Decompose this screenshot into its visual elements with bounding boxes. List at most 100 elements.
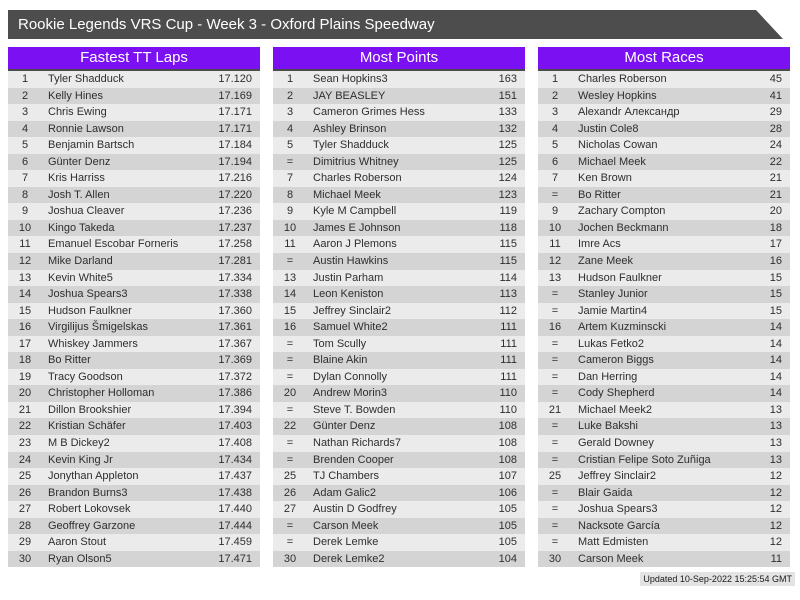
name-cell: Adam Galic2	[313, 486, 376, 499]
table-row: 23 M B Dickey2 17.408	[8, 435, 260, 452]
rank-cell: 8	[21, 188, 29, 201]
board-rows: 1 Tyler Shadduck 17.120 2 Kelly Hines 17.169 3…	[8, 71, 260, 568]
rank-cell: 26	[283, 486, 297, 499]
rank-cell: 13	[18, 271, 32, 284]
value-cell: 17.171	[218, 122, 252, 135]
table-row: 7 Ken Brown 21	[538, 170, 790, 187]
value-cell: 111	[500, 354, 517, 367]
value-cell: 124	[498, 172, 517, 185]
name-cell: Brenden Cooper	[313, 453, 394, 466]
rank-cell: 1	[21, 73, 29, 85]
name-cell: Jochen Beckmann	[578, 221, 669, 234]
table-row: = Blair Gaida 12	[538, 484, 790, 502]
name-cell: Stanley Junior	[578, 288, 648, 301]
value-cell: 163	[498, 73, 517, 85]
name-cell: Justin Parham	[313, 271, 384, 284]
rank-cell: =	[286, 255, 294, 268]
table-row: 26 Brandon Burns3 17.438	[8, 484, 260, 502]
name-cell: Ashley Brinson	[313, 122, 387, 135]
name-cell: Joshua Cleaver	[48, 205, 125, 218]
rank-cell: 5	[551, 139, 559, 152]
name-cell: Whiskey Jammers	[48, 337, 138, 350]
name-cell: Dylan Connolly	[313, 370, 387, 383]
rank-cell: 16	[283, 321, 297, 334]
table-row: 7 Kris Harriss 17.216	[8, 170, 260, 187]
rank-cell: 4	[551, 122, 559, 135]
table-row: 7 Charles Roberson 124	[273, 170, 525, 187]
rank-cell: 27	[18, 503, 32, 516]
name-cell: Derek Lemke2	[313, 552, 385, 565]
value-cell: 45	[769, 73, 782, 85]
rank-cell: 24	[18, 453, 32, 466]
table-row: = Joshua Spears3 12	[538, 501, 790, 518]
rank-cell: =	[551, 437, 559, 450]
value-cell: 13	[769, 420, 782, 433]
table-row: 4 Justin Cole8 28	[538, 120, 790, 138]
value-cell: 12	[769, 486, 782, 499]
table-row: 27 Austin D Godfrey 105	[273, 501, 525, 518]
table-row: 20 Andrew Morin3 110	[273, 385, 525, 402]
table-row: 18 Bo Ritter 17.369	[8, 352, 260, 369]
rank-cell: 26	[18, 486, 32, 499]
table-row: 5 Nicholas Cowan 24	[538, 137, 790, 154]
value-cell: 24	[769, 139, 782, 152]
rank-cell: 22	[18, 420, 32, 433]
table-row: 25 Jeffrey Sinclair2 12	[538, 468, 790, 485]
rank-cell: 18	[18, 354, 32, 367]
rank-cell: 3	[551, 106, 559, 119]
rank-cell: 25	[18, 470, 32, 483]
rank-cell: =	[551, 370, 559, 383]
name-cell: Andrew Morin3	[313, 387, 387, 400]
value-cell: 125	[498, 139, 517, 152]
leaderboards-container: Fastest TT Laps 1 Tyler Shadduck 17.120 2 Ke…	[8, 47, 790, 568]
table-row: = Stanley Junior 15	[538, 286, 790, 303]
name-cell: Derek Lemke	[313, 536, 379, 549]
table-row: 15 Hudson Faulkner 17.360	[8, 302, 260, 320]
value-cell: 17.171	[218, 106, 252, 119]
value-cell: 17.184	[218, 139, 252, 152]
name-cell: Sean Hopkins3	[313, 73, 388, 85]
name-cell: Aaron J Plemons	[313, 238, 397, 251]
leaderboard: Most Races 1 Charles Roberson 45 2 Wesley Ho…	[538, 47, 790, 568]
value-cell: 115	[499, 238, 517, 251]
table-row: 10 Jochen Beckmann 18	[538, 219, 790, 237]
name-cell: Tom Scully	[313, 337, 367, 350]
name-cell: Kyle M Campbell	[313, 205, 397, 218]
rank-cell: 1	[286, 73, 294, 85]
name-cell: Kris Harriss	[48, 172, 105, 185]
table-row: 26 Adam Galic2 106	[273, 484, 525, 502]
rank-cell: 30	[18, 552, 32, 565]
table-row: 2 Wesley Hopkins 41	[538, 87, 790, 105]
rank-cell: 2	[286, 89, 294, 102]
value-cell: 28	[769, 122, 782, 135]
rank-cell: 25	[283, 470, 297, 483]
value-cell: 123	[498, 188, 517, 201]
rank-cell: 13	[548, 271, 562, 284]
rank-cell: 4	[286, 122, 294, 135]
value-cell: 17.334	[218, 271, 252, 284]
value-cell: 17.338	[218, 288, 252, 301]
rank-cell: 11	[549, 238, 561, 251]
table-row: = Nathan Richards7 108	[273, 435, 525, 452]
value-cell: 17.120	[218, 73, 252, 85]
table-row: 22 Kristian Schäfer 17.403	[8, 418, 260, 436]
value-cell: 17.386	[218, 387, 252, 400]
rank-cell: 16	[548, 321, 562, 334]
table-row: 3 Cameron Grimes Hess 133	[273, 104, 525, 121]
rank-cell: 16	[18, 321, 32, 334]
rank-cell: =	[551, 387, 559, 400]
table-row: = Cameron Biggs 14	[538, 352, 790, 369]
name-cell: Nathan Richards7	[313, 437, 402, 450]
rank-cell: =	[551, 304, 559, 317]
name-cell: Michael Meek	[313, 188, 381, 201]
table-row: 13 Justin Parham 114	[273, 269, 525, 287]
table-row: = Jamie Martin4 15	[538, 302, 790, 320]
value-cell: 41	[769, 89, 782, 102]
table-row: = Carson Meek 105	[273, 517, 525, 535]
value-cell: 15	[769, 271, 782, 284]
name-cell: Nicholas Cowan	[578, 139, 658, 152]
value-cell: 105	[498, 519, 517, 532]
value-cell: 17.361	[218, 321, 252, 334]
rank-cell: 25	[548, 470, 562, 483]
table-row: 4 Ashley Brinson 132	[273, 120, 525, 138]
